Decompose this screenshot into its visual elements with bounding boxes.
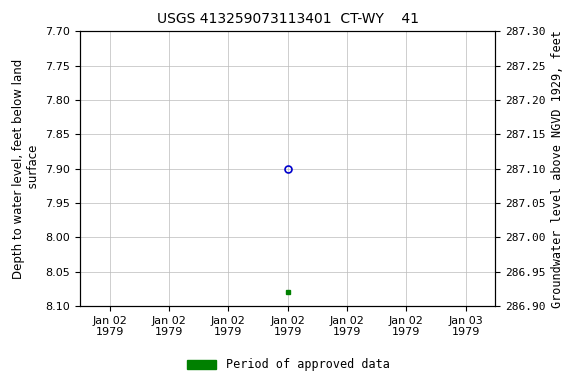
Y-axis label: Depth to water level, feet below land
 surface: Depth to water level, feet below land su…: [12, 59, 40, 279]
Legend: Period of approved data: Period of approved data: [182, 354, 394, 376]
Y-axis label: Groundwater level above NGVD 1929, feet: Groundwater level above NGVD 1929, feet: [551, 30, 564, 308]
Title: USGS 413259073113401  CT-WY    41: USGS 413259073113401 CT-WY 41: [157, 12, 419, 26]
